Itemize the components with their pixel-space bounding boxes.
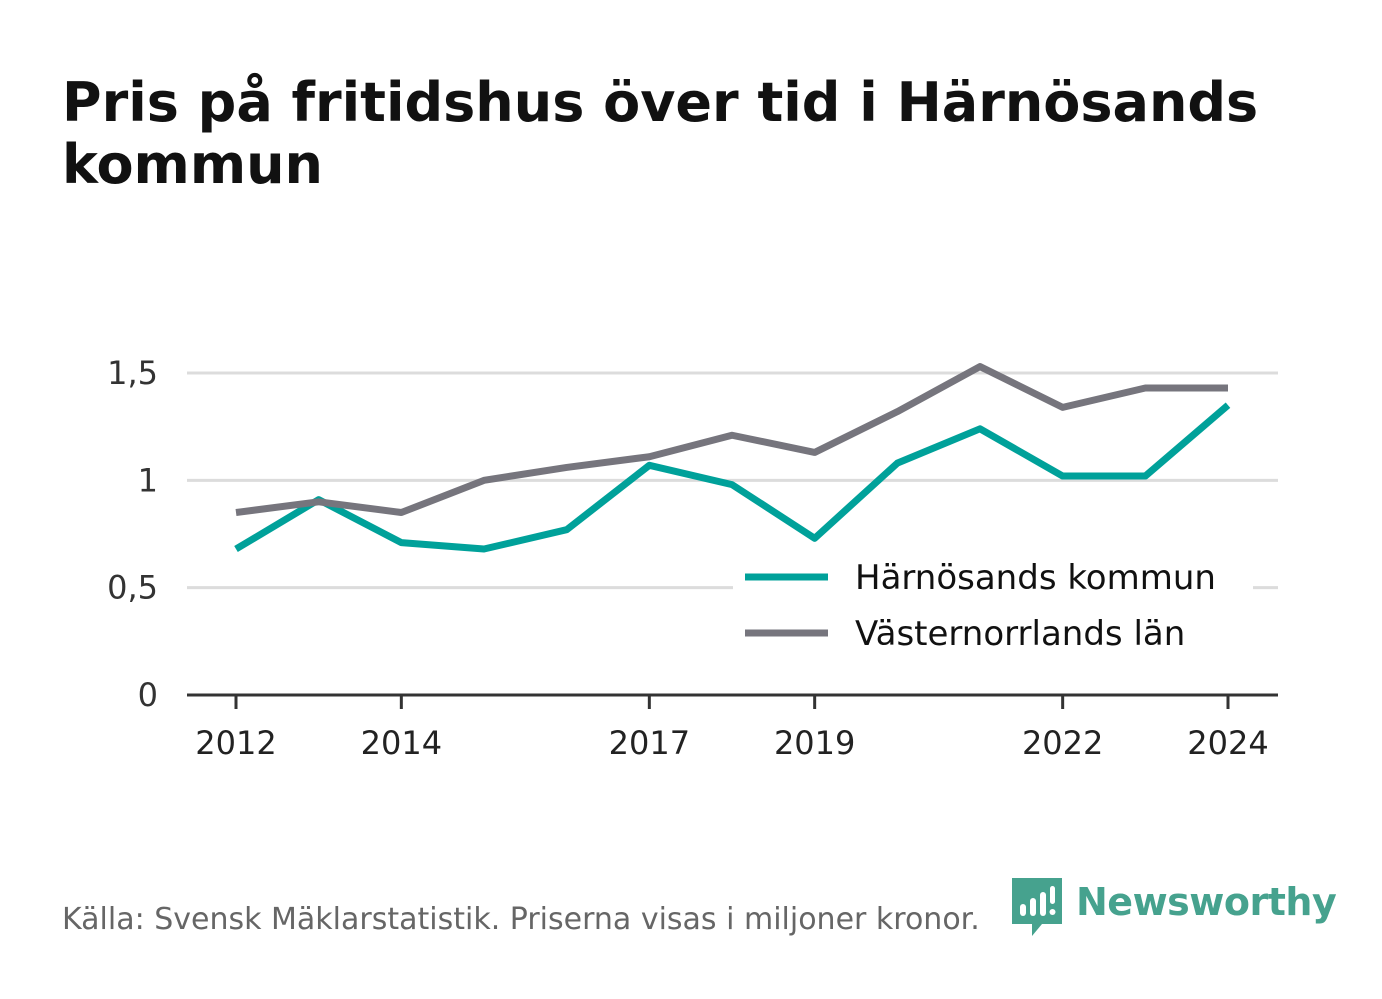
series-lines bbox=[234, 363, 1231, 553]
legend-box bbox=[733, 545, 1253, 670]
x-tick-label: 2017 bbox=[609, 724, 690, 762]
y-axis-ticks: 0 0,5 1 1,5 bbox=[107, 354, 158, 714]
y-tick-label: 0,5 bbox=[107, 569, 158, 607]
chart-title: Pris på fritidshus över tid i Härnösands… bbox=[62, 71, 1259, 196]
y-tick-label: 1,5 bbox=[107, 354, 158, 392]
brand-logo: Newsworthy bbox=[1012, 878, 1337, 940]
x-axis-ticks: 2012 2014 2017 2019 2022 2024 bbox=[195, 695, 1269, 762]
legend: Härnösands kommun Västernorrlands län bbox=[745, 558, 1216, 654]
legend-label: Västernorrlands län bbox=[855, 614, 1185, 654]
legend-background bbox=[733, 545, 1253, 670]
y-tick-label: 0 bbox=[138, 676, 158, 714]
newsworthy-logo-icon bbox=[1012, 878, 1062, 936]
x-tick-label: 2019 bbox=[774, 724, 855, 762]
legend-label: Härnösands kommun bbox=[855, 558, 1216, 598]
series-line bbox=[234, 402, 1231, 553]
x-tick-label: 2012 bbox=[195, 724, 276, 762]
y-tick-label: 1 bbox=[138, 461, 158, 499]
brand-name: Newsworthy bbox=[1076, 880, 1337, 924]
series-line bbox=[235, 363, 1228, 517]
source-note: Källa: Svensk Mäklarstatistik. Priserna … bbox=[62, 902, 980, 937]
line-chart: 0 0,5 1 1,5 2012 2014 2017 2019 2022 2024 Härnös… bbox=[107, 354, 1278, 762]
x-tick-label: 2014 bbox=[361, 724, 442, 762]
x-tick-label: 2024 bbox=[1187, 724, 1268, 762]
x-tick-label: 2022 bbox=[1022, 724, 1103, 762]
